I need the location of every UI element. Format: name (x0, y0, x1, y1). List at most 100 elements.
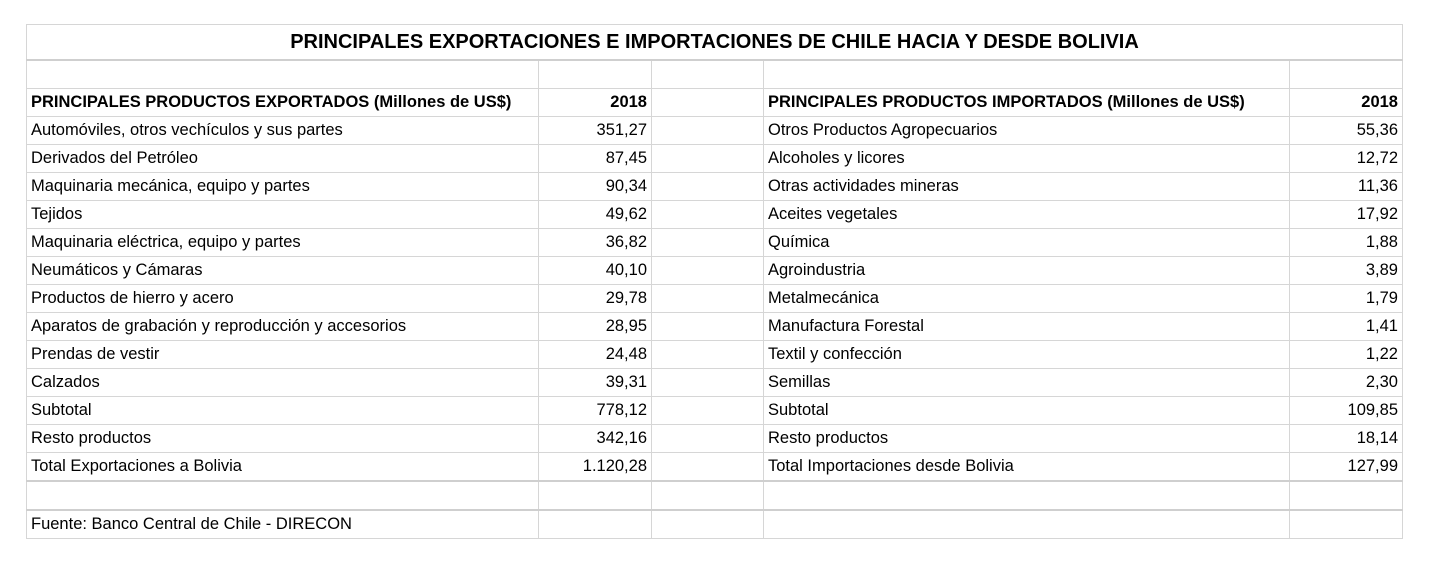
table-row: Automóviles, otros vechículos y sus part… (26, 116, 1403, 145)
export-product[interactable]: Derivados del Petróleo (26, 144, 539, 173)
empty-cell[interactable] (651, 396, 764, 425)
import-product[interactable]: Química (763, 228, 1290, 257)
export-product[interactable]: Automóviles, otros vechículos y sus part… (26, 116, 539, 145)
empty-cell[interactable] (651, 509, 764, 539)
import-value[interactable]: 1,88 (1289, 228, 1403, 257)
imports-header[interactable]: PRINCIPALES PRODUCTOS IMPORTADOS (Millon… (763, 88, 1290, 117)
empty-cell[interactable] (651, 88, 764, 117)
import-value[interactable]: 1,41 (1289, 312, 1403, 341)
empty-cell[interactable] (763, 59, 1290, 89)
exports-year[interactable]: 2018 (538, 88, 652, 117)
empty-cell[interactable] (1289, 480, 1403, 511)
empty-cell[interactable] (651, 368, 764, 397)
empty-cell[interactable] (651, 144, 764, 173)
import-product[interactable]: Alcoholes y licores (763, 144, 1290, 173)
empty-cell[interactable] (538, 59, 652, 89)
export-value[interactable]: 49,62 (538, 200, 652, 229)
empty-cell[interactable] (1289, 509, 1403, 539)
trade-table: PRINCIPALES EXPORTACIONES E IMPORTACIONE… (26, 24, 1403, 539)
imports-year[interactable]: 2018 (1289, 88, 1403, 117)
import-product[interactable]: Aceites vegetales (763, 200, 1290, 229)
empty-cell[interactable] (651, 312, 764, 341)
empty-cell[interactable] (651, 284, 764, 313)
empty-cell[interactable] (651, 340, 764, 369)
import-value[interactable]: 11,36 (1289, 172, 1403, 201)
import-product[interactable]: Semillas (763, 368, 1290, 397)
import-product[interactable]: Otras actividades mineras (763, 172, 1290, 201)
empty-cell[interactable] (26, 480, 539, 511)
table-row: Prendas de vestir 24,48 Textil y confecció… (26, 340, 1403, 369)
table-row: Resto productos 342,16 Resto productos 18,1… (26, 424, 1403, 453)
table-row: Productos de hierro y acero 29,78 Metalmec… (26, 284, 1403, 313)
import-value[interactable]: 1,22 (1289, 340, 1403, 369)
export-product[interactable]: Productos de hierro y acero (26, 284, 539, 313)
import-value[interactable]: 17,92 (1289, 200, 1403, 229)
empty-cell[interactable] (763, 480, 1290, 511)
table-row: Calzados 39,31 Semillas 2,30 (26, 368, 1403, 397)
export-product[interactable]: Calzados (26, 368, 539, 397)
export-product[interactable]: Neumáticos y Cámaras (26, 256, 539, 285)
empty-cell[interactable] (651, 424, 764, 453)
export-product[interactable]: Tejidos (26, 200, 539, 229)
export-value[interactable]: 40,10 (538, 256, 652, 285)
export-value[interactable]: 342,16 (538, 424, 652, 453)
export-product[interactable]: Subtotal (26, 396, 539, 425)
empty-cell[interactable] (538, 480, 652, 511)
empty-cell[interactable] (651, 172, 764, 201)
import-value[interactable]: 18,14 (1289, 424, 1403, 453)
export-value[interactable]: 90,34 (538, 172, 652, 201)
empty-cell[interactable] (651, 480, 764, 511)
empty-cell[interactable] (651, 116, 764, 145)
import-value[interactable]: 3,89 (1289, 256, 1403, 285)
import-product[interactable]: Otros Productos Agropecuarios (763, 116, 1290, 145)
export-product[interactable]: Maquinaria eléctrica, equipo y partes (26, 228, 539, 257)
export-value[interactable]: 28,95 (538, 312, 652, 341)
table-row: Subtotal 778,12 Subtotal 109,85 (26, 396, 1403, 425)
import-value[interactable]: 127,99 (1289, 452, 1403, 482)
source-note[interactable]: Fuente: Banco Central de Chile - DIRECON (26, 509, 539, 539)
exports-header[interactable]: PRINCIPALES PRODUCTOS EXPORTADOS (Millon… (26, 88, 539, 117)
empty-cell[interactable] (651, 228, 764, 257)
export-value[interactable]: 351,27 (538, 116, 652, 145)
import-value[interactable]: 1,79 (1289, 284, 1403, 313)
import-value[interactable]: 2,30 (1289, 368, 1403, 397)
export-product[interactable]: Total Exportaciones a Bolivia (26, 452, 539, 482)
table-row: Derivados del Petróleo 87,45 Alcoholes y l… (26, 144, 1403, 173)
table-row: Neumáticos y Cámaras 40,10 Agroindustria 3,… (26, 256, 1403, 285)
import-value[interactable]: 109,85 (1289, 396, 1403, 425)
import-product[interactable]: Subtotal (763, 396, 1290, 425)
empty-cell[interactable] (651, 256, 764, 285)
export-value[interactable]: 1.120,28 (538, 452, 652, 482)
import-product[interactable]: Manufactura Forestal (763, 312, 1290, 341)
export-product[interactable]: Resto productos (26, 424, 539, 453)
import-value[interactable]: 55,36 (1289, 116, 1403, 145)
table-row: Total Exportaciones a Bolivia 1.120,28 Tot… (26, 452, 1403, 482)
import-product[interactable]: Metalmecánica (763, 284, 1290, 313)
import-value[interactable]: 12,72 (1289, 144, 1403, 173)
export-value[interactable]: 39,31 (538, 368, 652, 397)
import-product[interactable]: Total Importaciones desde Bolivia (763, 452, 1290, 482)
empty-cell[interactable] (763, 509, 1290, 539)
empty-cell[interactable] (651, 452, 764, 482)
empty-cell[interactable] (651, 200, 764, 229)
export-value[interactable]: 24,48 (538, 340, 652, 369)
export-product[interactable]: Maquinaria mecánica, equipo y partes (26, 172, 539, 201)
empty-cell[interactable] (1289, 59, 1403, 89)
export-product[interactable]: Aparatos de grabación y reproducción y a… (26, 312, 539, 341)
table-row: Maquinaria eléctrica, equipo y partes 36,… (26, 228, 1403, 257)
table-row: Tejidos 49,62 Aceites vegetales 17,92 (26, 200, 1403, 229)
table-title: PRINCIPALES EXPORTACIONES E IMPORTACIONE… (26, 24, 1403, 61)
export-product[interactable]: Prendas de vestir (26, 340, 539, 369)
export-value[interactable]: 36,82 (538, 228, 652, 257)
empty-cell[interactable] (651, 59, 764, 89)
export-value[interactable]: 87,45 (538, 144, 652, 173)
export-value[interactable]: 778,12 (538, 396, 652, 425)
import-product[interactable]: Agroindustria (763, 256, 1290, 285)
table-row: Aparatos de grabación y reproducción y a… (26, 312, 1403, 341)
table-row: Maquinaria mecánica, equipo y partes 90,3… (26, 172, 1403, 201)
empty-cell[interactable] (26, 59, 539, 89)
empty-cell[interactable] (538, 509, 652, 539)
export-value[interactable]: 29,78 (538, 284, 652, 313)
import-product[interactable]: Textil y confección (763, 340, 1290, 369)
import-product[interactable]: Resto productos (763, 424, 1290, 453)
